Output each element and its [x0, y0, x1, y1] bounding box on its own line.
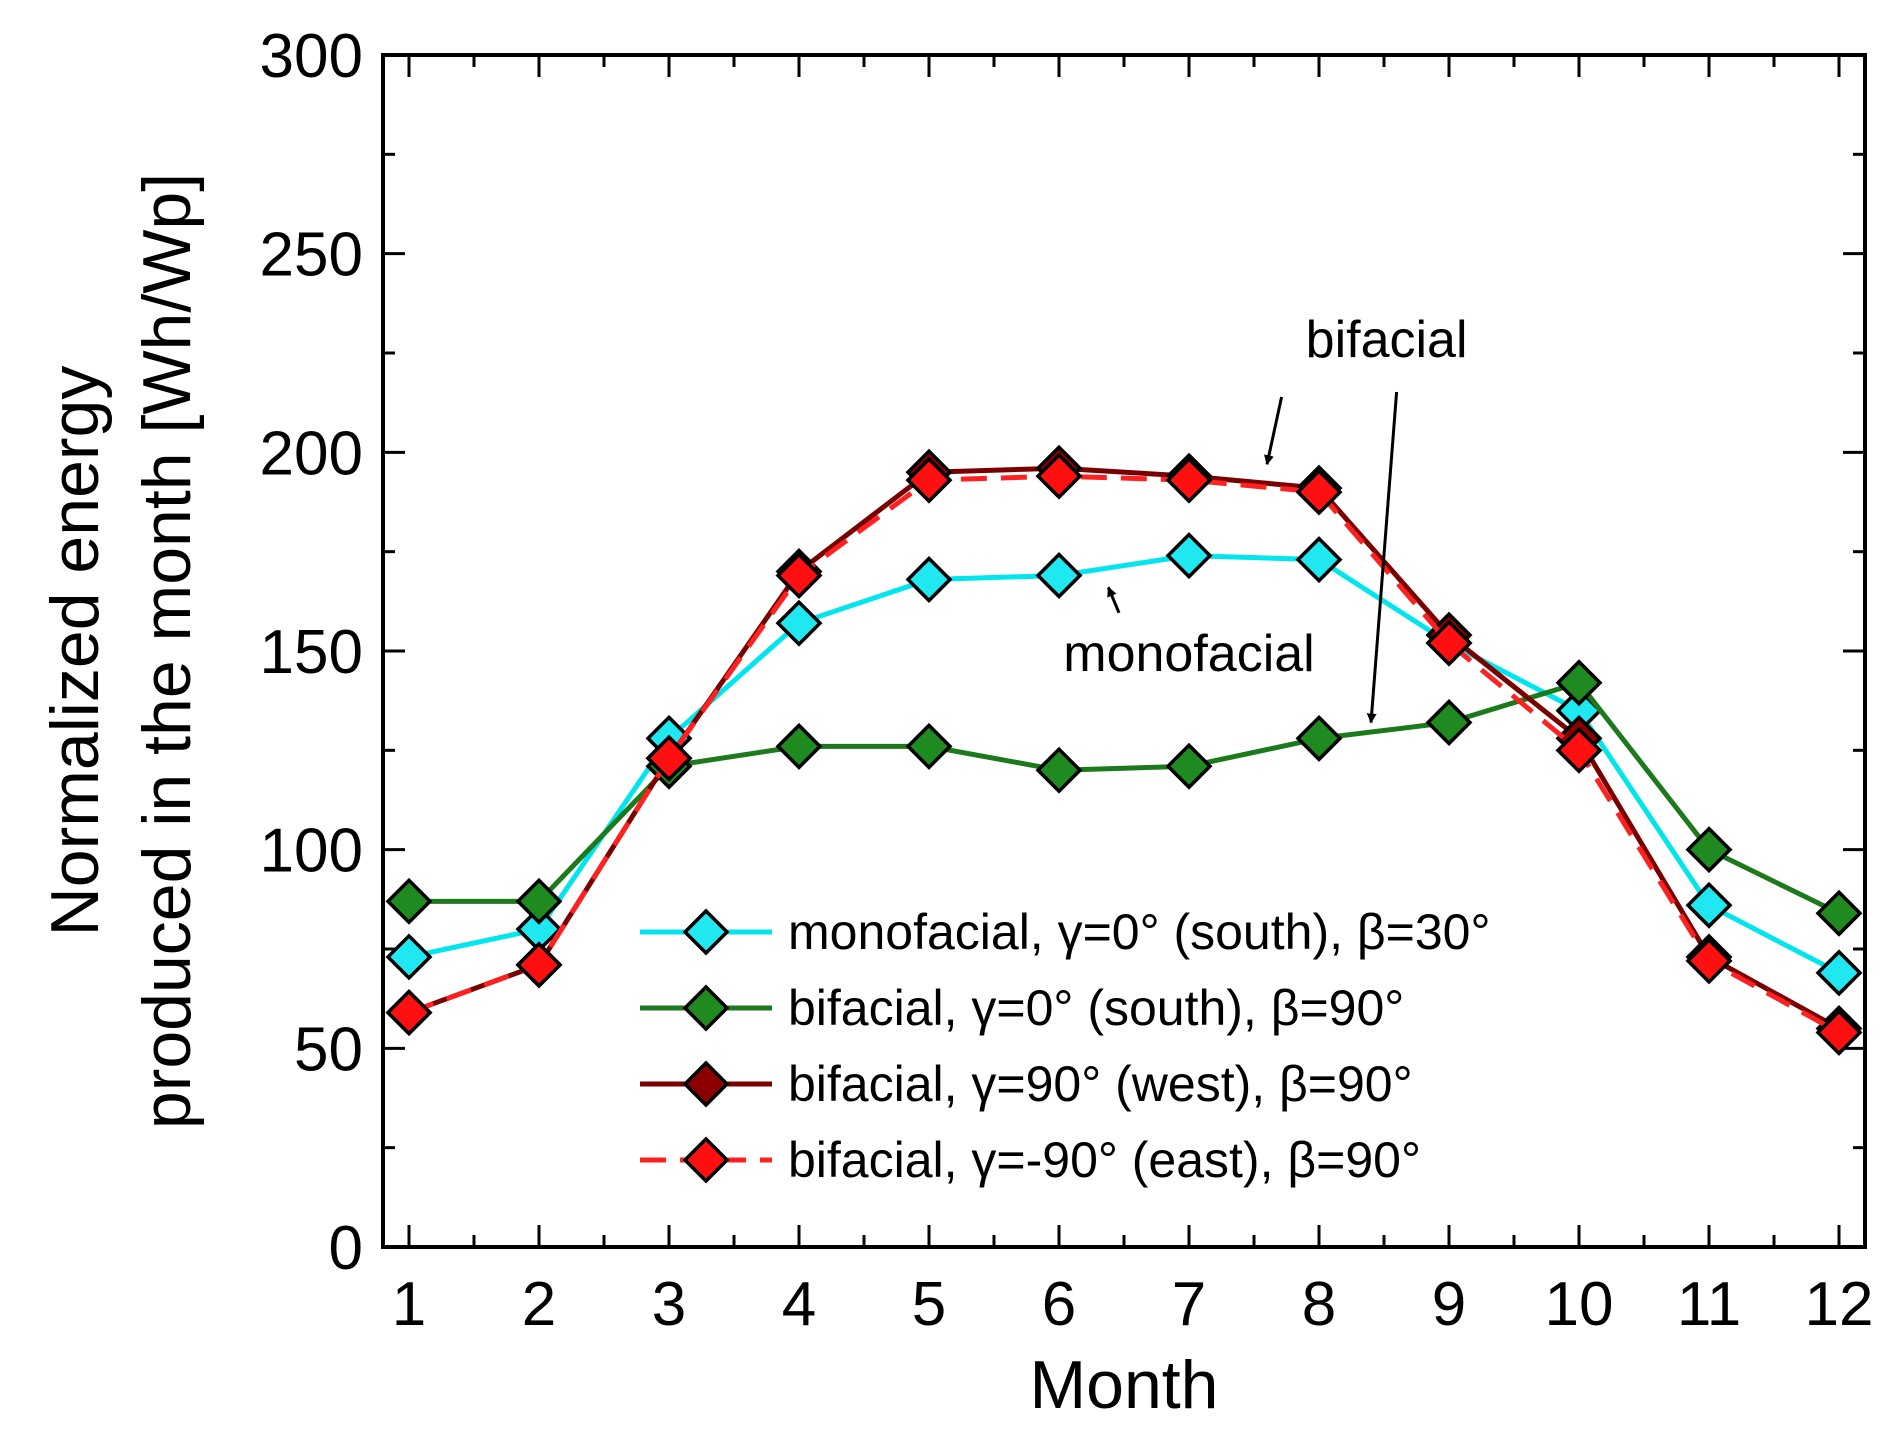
y-tick-label: 0: [329, 1214, 363, 1283]
legend-label: monofacial, γ=0° (south), β=30°: [788, 904, 1490, 960]
data-point: [905, 722, 953, 770]
data-point: [1165, 456, 1213, 504]
x-tick-label: 10: [1545, 1270, 1614, 1339]
annotation-arrow: [1107, 586, 1121, 614]
x-tick-label: 12: [1805, 1270, 1874, 1339]
y-tick-label: 100: [260, 817, 363, 886]
x-tick-label: 6: [1042, 1270, 1076, 1339]
data-point: [1685, 826, 1733, 874]
legend-entry-2: bifacial, γ=0° (south), β=90°: [640, 980, 1404, 1036]
series-1: [385, 532, 1863, 997]
legend-marker: [682, 908, 730, 956]
y-axis-title-line2: produced in the month [Wh/Wp]: [129, 173, 205, 1129]
y-axis-title-line1: Normalized energy: [37, 366, 113, 937]
legend-marker: [682, 984, 730, 1032]
legend-label: bifacial, γ=0° (south), β=90°: [788, 980, 1404, 1036]
data-point: [1295, 536, 1343, 584]
y-tick-label: 250: [260, 221, 363, 290]
x-tick-label: 1: [392, 1270, 426, 1339]
data-point: [1165, 532, 1213, 580]
annotation-label: monofacial: [1063, 625, 1314, 683]
data-point: [1165, 742, 1213, 790]
x-tick-label: 11: [1677, 1270, 1741, 1339]
legend-entry-1: monofacial, γ=0° (south), β=30°: [640, 904, 1490, 960]
annotation-layer: bifacial monofacial: [1063, 311, 1468, 724]
series-line: [409, 680, 1841, 916]
data-point: [905, 456, 953, 504]
data-point: [515, 941, 563, 989]
x-tick-label: 7: [1172, 1270, 1206, 1339]
annotation-2: monofacial: [1063, 586, 1315, 683]
annotation-label: bifacial: [1306, 311, 1468, 369]
legend-marker: [682, 1060, 730, 1108]
data-point: [385, 933, 433, 981]
series-layer: [385, 444, 1863, 1056]
data-point: [1815, 889, 1863, 937]
data-point: [1425, 619, 1473, 667]
data-point: [385, 989, 433, 1037]
series-line: [408, 473, 1841, 1035]
annotation-1: bifacial: [1264, 311, 1468, 724]
data-point: [1815, 949, 1863, 997]
y-tick-label: 300: [260, 22, 363, 91]
data-point: [1685, 881, 1733, 929]
legend-label: bifacial, γ=90° (west), β=90°: [788, 1056, 1413, 1112]
data-point: [385, 877, 433, 925]
x-tick-label: 3: [652, 1270, 686, 1339]
data-point: [1295, 714, 1343, 762]
data-point: [1295, 468, 1343, 516]
data-point: [645, 734, 693, 782]
legend: monofacial, γ=0° (south), β=30° bifacial,…: [640, 904, 1490, 1188]
data-point: [1035, 552, 1083, 599]
data-point: [1555, 659, 1603, 707]
x-tick-label: 5: [912, 1270, 946, 1339]
data-point: [515, 877, 563, 925]
data-point: [775, 722, 823, 770]
x-tick-label: 9: [1432, 1270, 1466, 1339]
y-tick-label: 50: [294, 1015, 363, 1084]
series-line: [408, 553, 1841, 976]
annotation-arrow: [1366, 391, 1399, 724]
x-tick-label: 4: [782, 1270, 816, 1339]
data-point: [775, 599, 823, 647]
y-tick-label: 150: [260, 618, 363, 687]
x-tick-label: 8: [1302, 1270, 1336, 1339]
data-point: [775, 552, 823, 599]
x-axis-title: Month: [1030, 1347, 1219, 1423]
legend-marker: [682, 1136, 730, 1184]
legend-entry-3: bifacial, γ=90° (west), β=90°: [640, 1056, 1413, 1112]
legend-label: bifacial, γ=-90° (east), β=90°: [788, 1132, 1421, 1188]
data-point: [1685, 937, 1733, 985]
data-point: [1815, 1008, 1863, 1056]
x-tick-label: 2: [522, 1270, 556, 1339]
data-point: [1035, 746, 1083, 794]
data-point: [1555, 726, 1603, 774]
annotation-arrow: [1264, 396, 1284, 466]
data-point: [1425, 699, 1473, 746]
y-tick-label: 200: [260, 419, 363, 488]
series-4: [385, 452, 1863, 1056]
data-point: [905, 556, 953, 603]
data-point: [1035, 452, 1083, 500]
legend-entry-4: bifacial, γ=-90° (east), β=90°: [640, 1132, 1421, 1188]
